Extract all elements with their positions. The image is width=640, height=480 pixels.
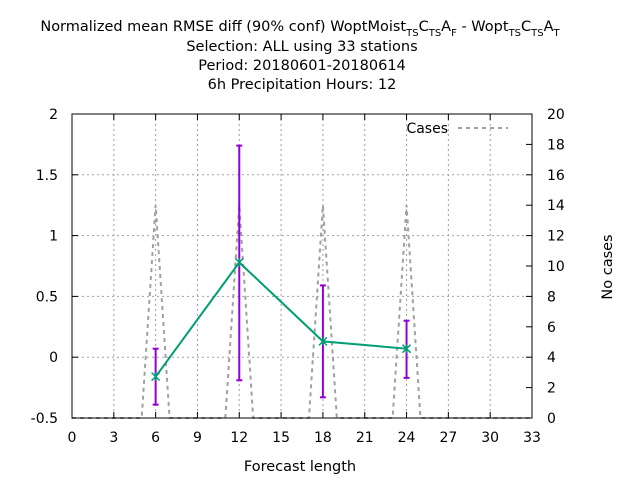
title-subscript: T [530, 28, 538, 39]
title-subscript: T [508, 28, 516, 39]
title-subscript: S [412, 28, 418, 39]
y-tick-label: -0.5 [31, 411, 58, 427]
legend: Cases [406, 121, 508, 137]
x-tick-label: 30 [481, 430, 499, 446]
axes [71, 113, 533, 419]
y2-tick-label: 0 [547, 411, 556, 427]
x-tick-label: 33 [523, 430, 541, 446]
y2-tick-label: 12 [547, 229, 565, 245]
x-tick-label: 3 [109, 430, 118, 446]
x-tick-label: 27 [439, 430, 457, 446]
y-tick-label: 1.5 [36, 168, 58, 184]
title-subscript: T [428, 28, 436, 39]
y2-tick-label: 10 [547, 259, 565, 275]
title-text: C [419, 19, 429, 35]
title-text: A [441, 19, 451, 35]
x-tick-label: 18 [314, 430, 332, 446]
y2-tick-label: 6 [547, 320, 556, 336]
x-tick-label: 9 [193, 430, 202, 446]
rmse-diff-series [151, 144, 412, 406]
y2-tick-label: 18 [547, 137, 565, 153]
chart-title-line1: Normalized mean RMSE diff (90% conf) Wop… [40, 19, 560, 39]
title-subscript: T [405, 28, 413, 39]
grid [72, 114, 532, 418]
y-tick-label: 0 [49, 350, 58, 366]
y2-tick-label: 8 [547, 289, 556, 305]
y2-tick-label: 14 [547, 198, 565, 214]
chart-title-line2: Selection: ALL using 33 stations [186, 39, 417, 55]
tick-labels: 0 3 6 9 12 15 18 21 24 27 30 33-0.500.511.520246810… [31, 107, 565, 446]
chart-title-line4: 6h Precipitation Hours: 12 [208, 77, 397, 93]
title-text: - Wopt [457, 19, 509, 35]
y2-tick-label: 16 [547, 168, 565, 184]
title-text: C [521, 19, 531, 35]
x-tick-label: 15 [272, 430, 290, 446]
cases-series [72, 205, 532, 419]
data-point-marker [151, 372, 161, 382]
cases-line [72, 205, 532, 419]
title-subscript: T [553, 28, 561, 39]
title-subscript: S [515, 28, 521, 39]
data-point-marker [234, 257, 244, 267]
x-tick-label: 24 [398, 430, 416, 446]
y-tick-label: 0.5 [36, 289, 58, 305]
x-tick-label: 12 [230, 430, 248, 446]
title-text: Normalized mean RMSE diff (90% conf) Wop… [40, 19, 406, 35]
y2-tick-label: 20 [547, 107, 565, 123]
x-tick-label: 0 [68, 430, 77, 446]
y-tick-label: 2 [49, 107, 58, 123]
data-point-marker [318, 336, 328, 346]
title-subscript: S [537, 28, 543, 39]
x-tick-label: 21 [356, 430, 374, 446]
legend-label-cases: Cases [406, 121, 448, 137]
rmse-diff-line [154, 260, 407, 378]
plot-frame [71, 113, 533, 419]
y2-tick-label: 2 [547, 381, 556, 397]
x-tick-label: 6 [151, 430, 160, 446]
data-point-marker [402, 344, 412, 354]
x-axis-label: Forecast length [244, 459, 356, 475]
title-subscript: F [451, 28, 457, 39]
y-tick-label: 1 [49, 229, 58, 245]
title-subscript: S [435, 28, 441, 39]
chart-title-line3: Period: 20180601-20180614 [198, 58, 406, 74]
y2-tick-label: 4 [547, 350, 556, 366]
y2-axis-label: No cases [600, 234, 616, 299]
title-text: A [544, 19, 554, 35]
